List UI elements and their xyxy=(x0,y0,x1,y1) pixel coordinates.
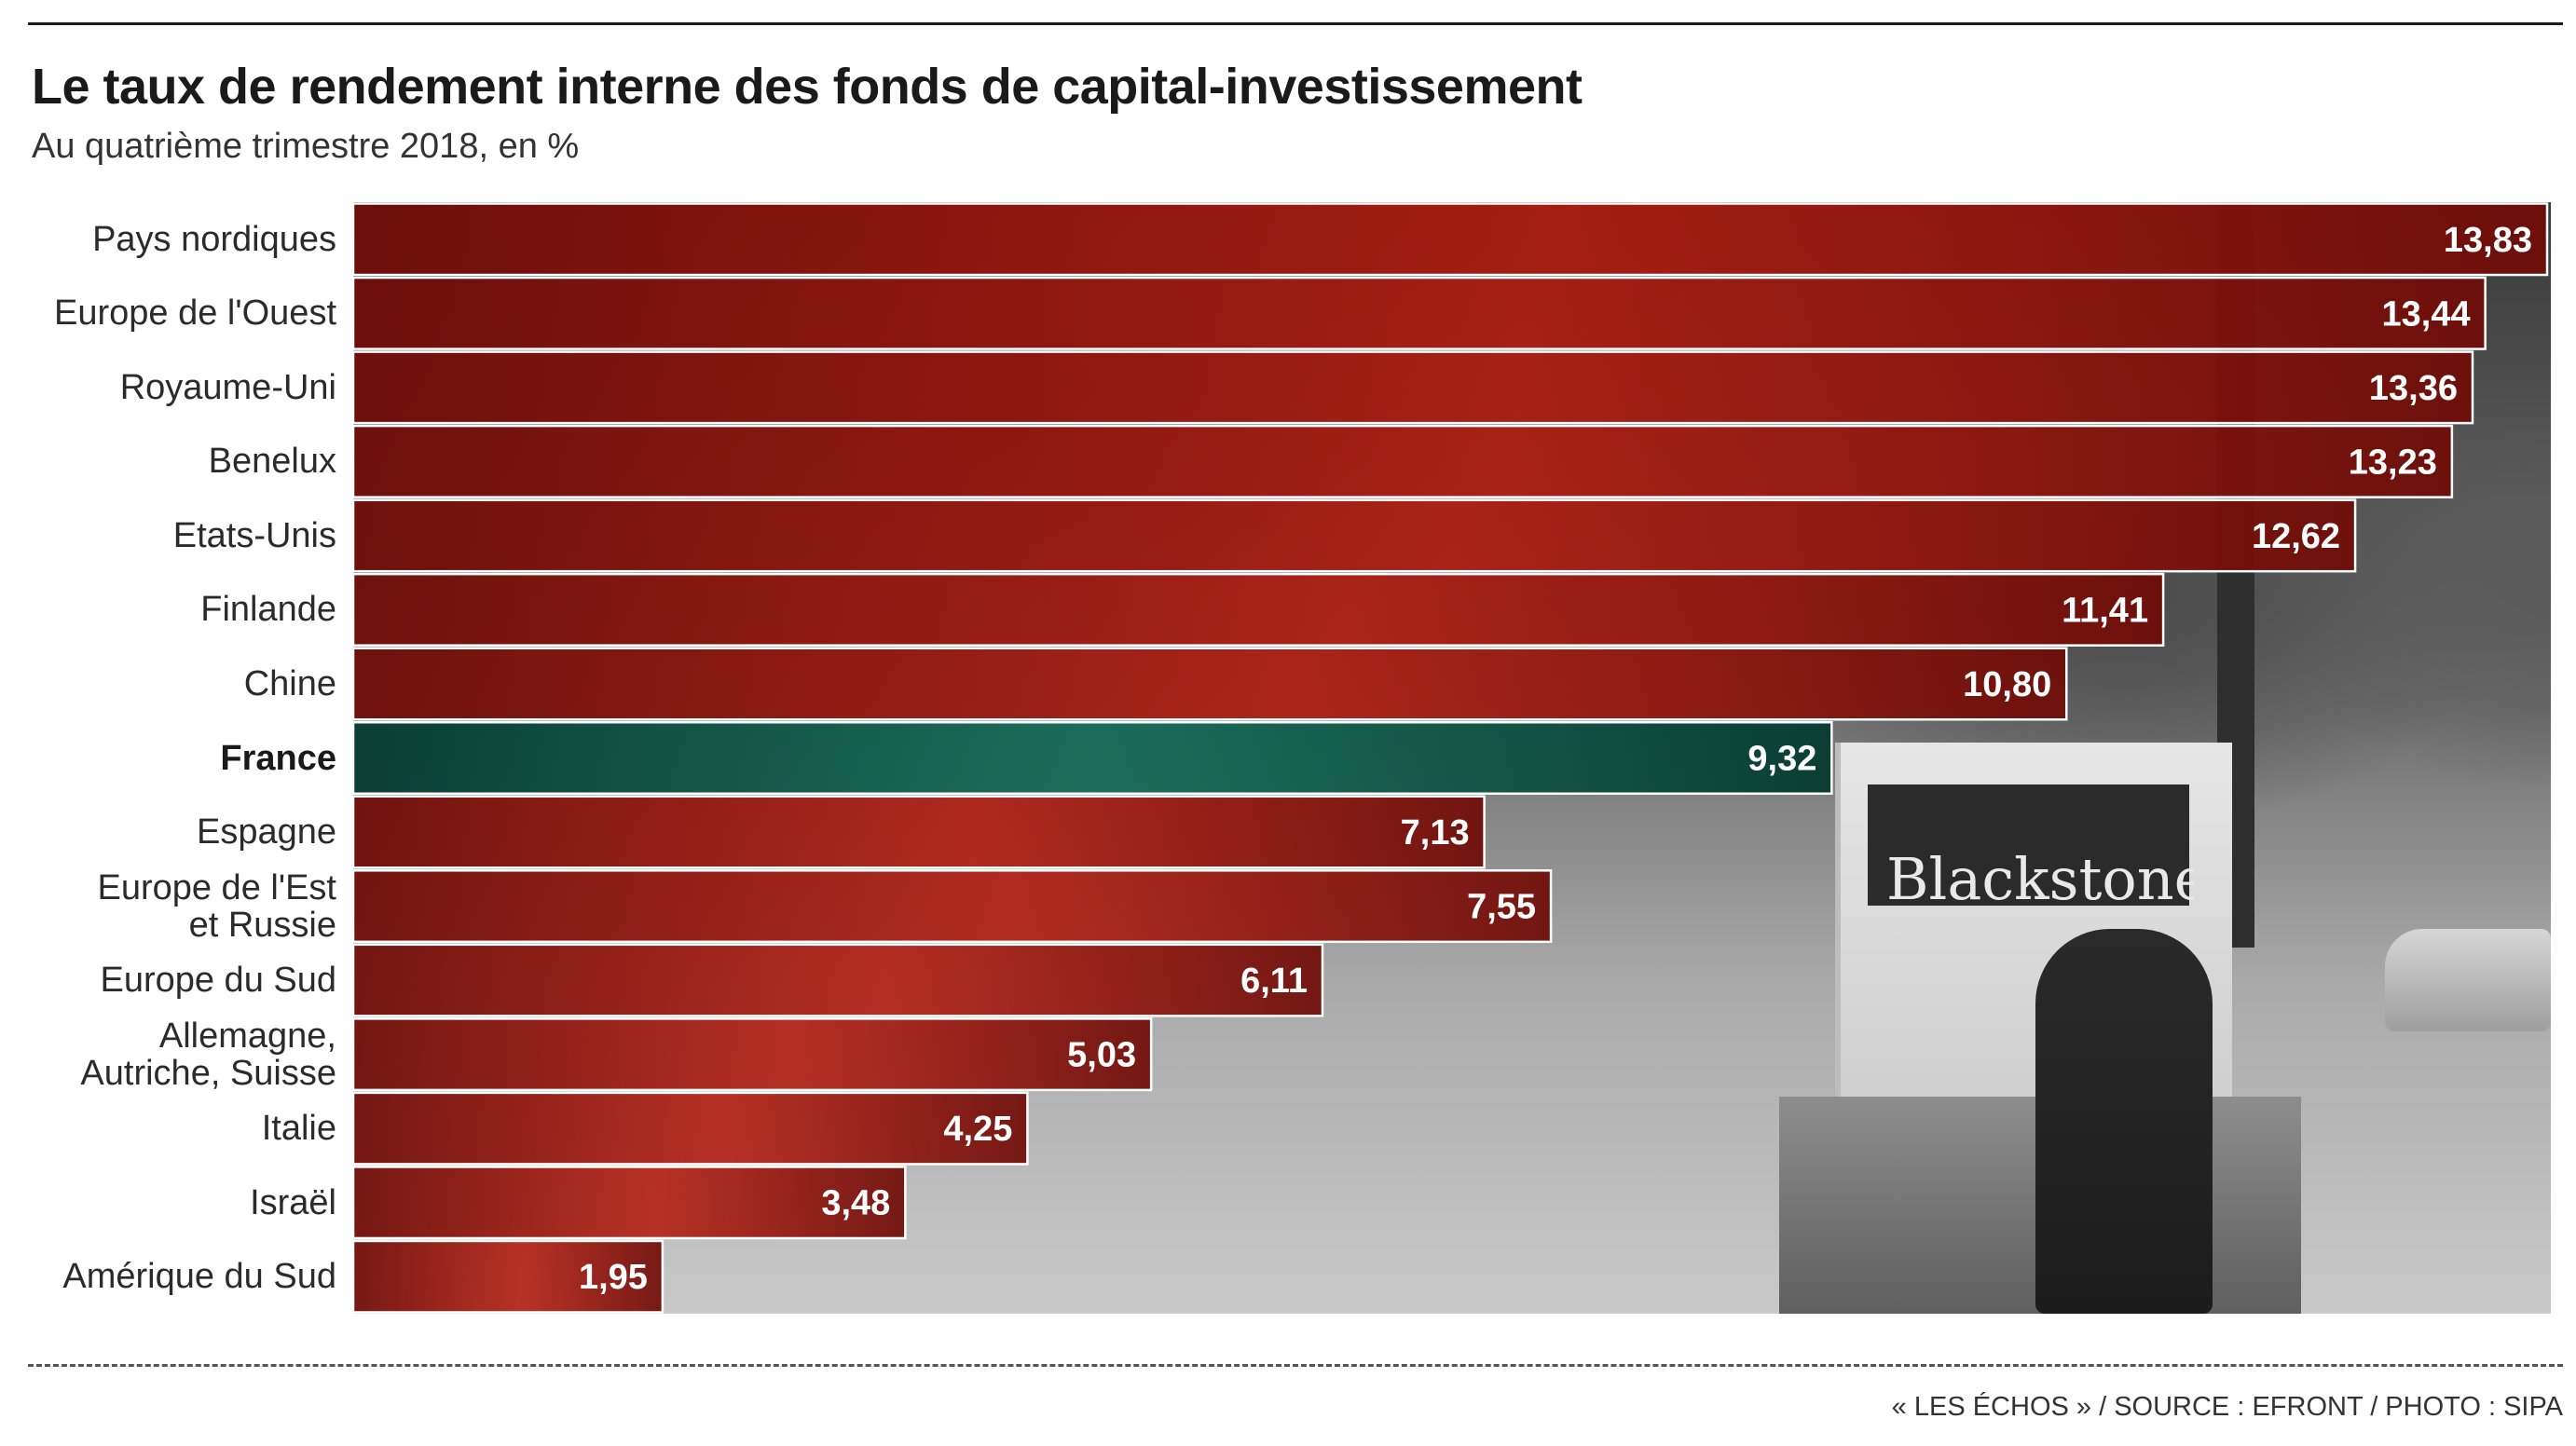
category-label: Europe du Sud xyxy=(100,961,336,1001)
bar-value-label: 5,03 xyxy=(1067,1036,1136,1075)
category-label: Allemagne, Autriche, Suisse xyxy=(80,1016,336,1093)
category-label: Etats-Unis xyxy=(172,515,336,555)
category-label: Italie xyxy=(261,1109,336,1149)
bar-value-label: 7,55 xyxy=(1467,888,1536,927)
bar-value-label: 9,32 xyxy=(1747,740,1816,779)
dashed-divider xyxy=(28,1364,2563,1367)
bar-value-label: 13,83 xyxy=(2444,221,2532,260)
photo-sign-panel xyxy=(1868,784,2189,906)
category-label: Europe de l'Ouest xyxy=(54,293,336,334)
bar xyxy=(353,1166,907,1240)
bar-value-label: 7,13 xyxy=(1401,813,1470,853)
bar-value-label: 13,36 xyxy=(2369,369,2458,408)
category-label: Israël xyxy=(250,1182,336,1222)
bar-highlight xyxy=(353,720,1833,796)
category-label: Espagne xyxy=(196,812,336,853)
bar xyxy=(353,350,2474,425)
bar xyxy=(353,869,1553,944)
bar xyxy=(353,1017,1153,1092)
category-label: Europe de l'Est et Russie xyxy=(97,867,336,945)
bar xyxy=(353,943,1324,1017)
chart-subtitle: Au quatrième trimestre 2018, en % xyxy=(32,127,580,166)
bar-value-label: 4,25 xyxy=(943,1110,1012,1149)
bar xyxy=(353,647,2068,721)
category-label: Royaume-Uni xyxy=(119,367,336,407)
bar xyxy=(353,276,2487,350)
top-rule xyxy=(28,22,2563,25)
photo-person xyxy=(2035,929,2213,1314)
category-label: Chine xyxy=(243,663,336,703)
photo-car xyxy=(2385,929,2551,1031)
bar xyxy=(353,1091,1029,1166)
bar xyxy=(353,424,2454,498)
bar-value-label: 13,44 xyxy=(2382,294,2471,334)
bar-value-label: 10,80 xyxy=(1963,665,2051,704)
source-note: « LES ÉCHOS » / SOURCE : EFRONT / PHOTO … xyxy=(1891,1392,2563,1422)
bar-value-label: 3,48 xyxy=(821,1184,890,1223)
bar xyxy=(353,795,1486,869)
photo-sign-text: Blackstone xyxy=(1886,845,2194,913)
bar xyxy=(353,202,2549,277)
bar xyxy=(353,1239,665,1314)
bar xyxy=(353,498,2357,573)
plot-area: Blackstone 13,83 13,44 13,36 13,23 12,62 11,4… xyxy=(353,202,2551,1314)
category-label: Amérique du Sud xyxy=(62,1257,336,1297)
bar-value-label: 6,11 xyxy=(1240,962,1308,1001)
category-label: Finlande xyxy=(200,590,336,630)
bar-value-label: 1,95 xyxy=(579,1258,648,1297)
category-label: Benelux xyxy=(208,442,336,482)
category-label: France xyxy=(220,738,336,778)
bar xyxy=(353,572,2165,647)
bar-value-label: 11,41 xyxy=(2062,591,2148,630)
bar-value-label: 13,23 xyxy=(2349,443,2437,482)
bar-value-label: 12,62 xyxy=(2252,517,2340,556)
category-label: Pays nordiques xyxy=(92,219,336,259)
chart-title: Le taux de rendement interne des fonds d… xyxy=(32,59,1583,115)
